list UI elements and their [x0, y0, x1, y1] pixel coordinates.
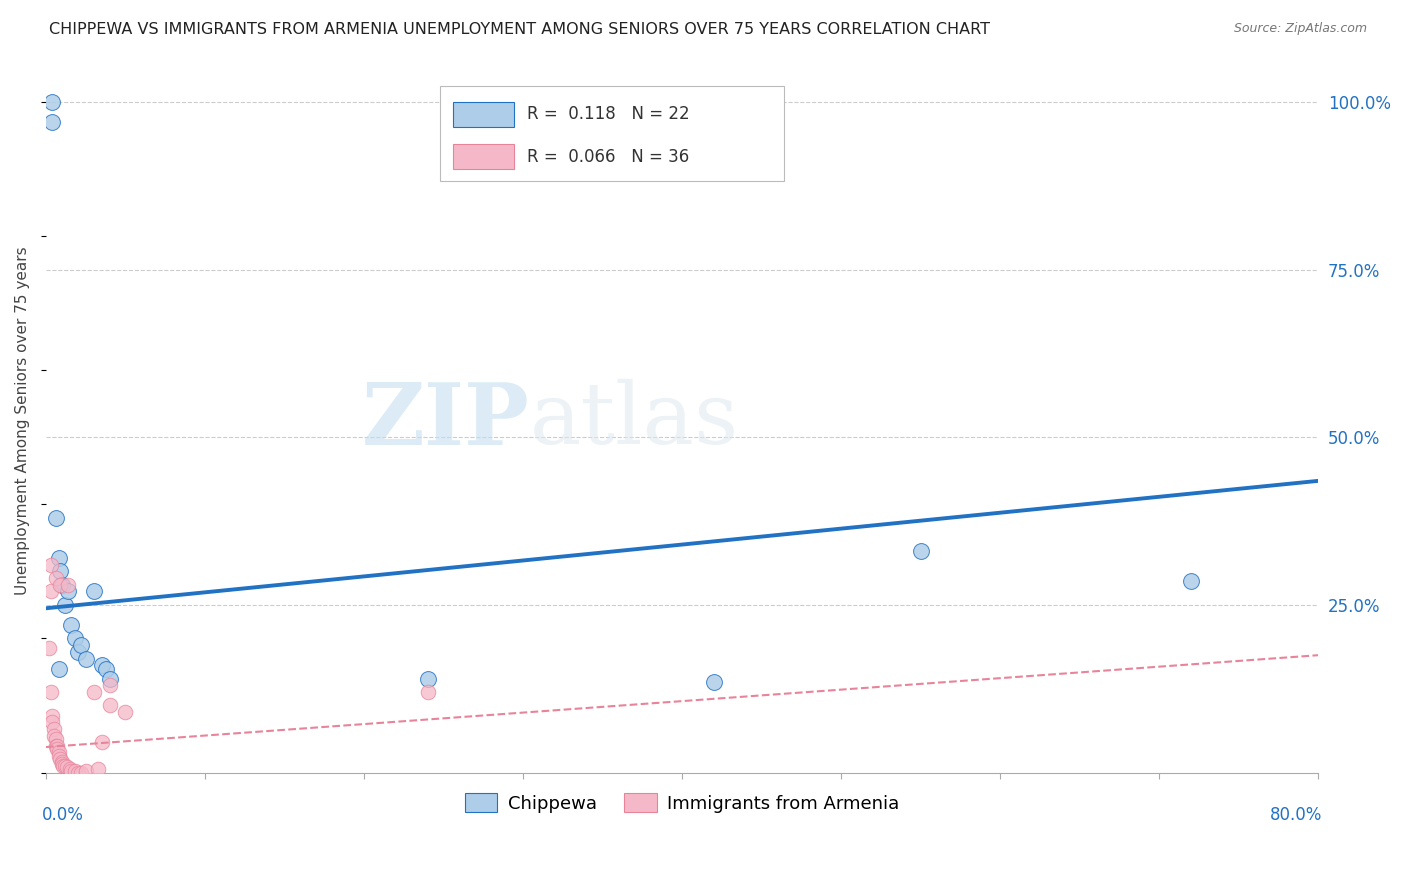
Point: [53, 759, 76, 773]
FancyBboxPatch shape: [453, 102, 515, 127]
Point: [41, 95, 63, 109]
Point: [83, 584, 105, 599]
Point: [51, 757, 73, 772]
Point: [44, 510, 66, 524]
Point: [46, 739, 69, 753]
Point: [49, 578, 72, 592]
Point: [53, 598, 76, 612]
Point: [42, 729, 65, 743]
Point: [44, 731, 66, 746]
Point: [39, 558, 62, 572]
Point: [83, 685, 105, 699]
Point: [63, 632, 86, 646]
Point: [51, 756, 73, 770]
Text: CHIPPEWA VS IMMIGRANTS FROM ARMENIA UNEMPLOYMENT AMONG SENIORS OVER 75 YEARS COR: CHIPPEWA VS IMMIGRANTS FROM ARMENIA UNEM…: [49, 22, 990, 37]
Point: [416, 685, 439, 699]
Text: R =  0.118   N = 22: R = 0.118 N = 22: [527, 105, 689, 123]
Point: [75, 651, 97, 665]
Point: [60, 764, 83, 778]
Point: [70, 765, 93, 780]
Point: [90, 658, 112, 673]
Y-axis label: Unemployment Among Seniors over 75 years: Unemployment Among Seniors over 75 years: [15, 246, 30, 595]
Point: [55, 760, 77, 774]
Point: [910, 544, 932, 558]
Point: [98, 672, 121, 686]
Point: [1180, 574, 1202, 589]
Point: [51, 578, 73, 592]
Point: [66, 645, 89, 659]
Point: [75, 764, 97, 779]
Point: [60, 618, 83, 632]
FancyBboxPatch shape: [440, 87, 785, 181]
Point: [46, 742, 69, 756]
Point: [39, 584, 62, 599]
Point: [49, 752, 72, 766]
Point: [703, 675, 725, 690]
Point: [63, 764, 86, 779]
Text: R =  0.066   N = 36: R = 0.066 N = 36: [527, 147, 689, 166]
Point: [96, 662, 118, 676]
Point: [58, 584, 80, 599]
Text: atlas: atlas: [530, 379, 738, 462]
Legend: Chippewa, Immigrants from Armenia: Chippewa, Immigrants from Armenia: [457, 786, 907, 820]
Point: [42, 722, 65, 736]
Point: [48, 745, 70, 759]
Point: [58, 578, 80, 592]
Text: 0.0%: 0.0%: [42, 806, 84, 824]
Point: [114, 705, 136, 719]
Point: [98, 698, 121, 713]
Point: [41, 115, 63, 129]
Point: [90, 735, 112, 749]
Point: [49, 565, 72, 579]
FancyBboxPatch shape: [453, 144, 515, 169]
Point: [98, 678, 121, 692]
Point: [38, 641, 60, 656]
Point: [66, 765, 89, 780]
Point: [87, 762, 110, 776]
Point: [41, 715, 63, 730]
Point: [70, 638, 93, 652]
Point: [48, 551, 70, 566]
Point: [44, 571, 66, 585]
Point: [416, 672, 439, 686]
Text: ZIP: ZIP: [361, 378, 530, 463]
Point: [48, 662, 70, 676]
Text: Source: ZipAtlas.com: Source: ZipAtlas.com: [1233, 22, 1367, 36]
Point: [59, 762, 82, 776]
Point: [41, 708, 63, 723]
Point: [52, 759, 75, 773]
Text: 80.0%: 80.0%: [1270, 806, 1322, 824]
Point: [48, 748, 70, 763]
Point: [39, 685, 62, 699]
Point: [44, 739, 66, 753]
